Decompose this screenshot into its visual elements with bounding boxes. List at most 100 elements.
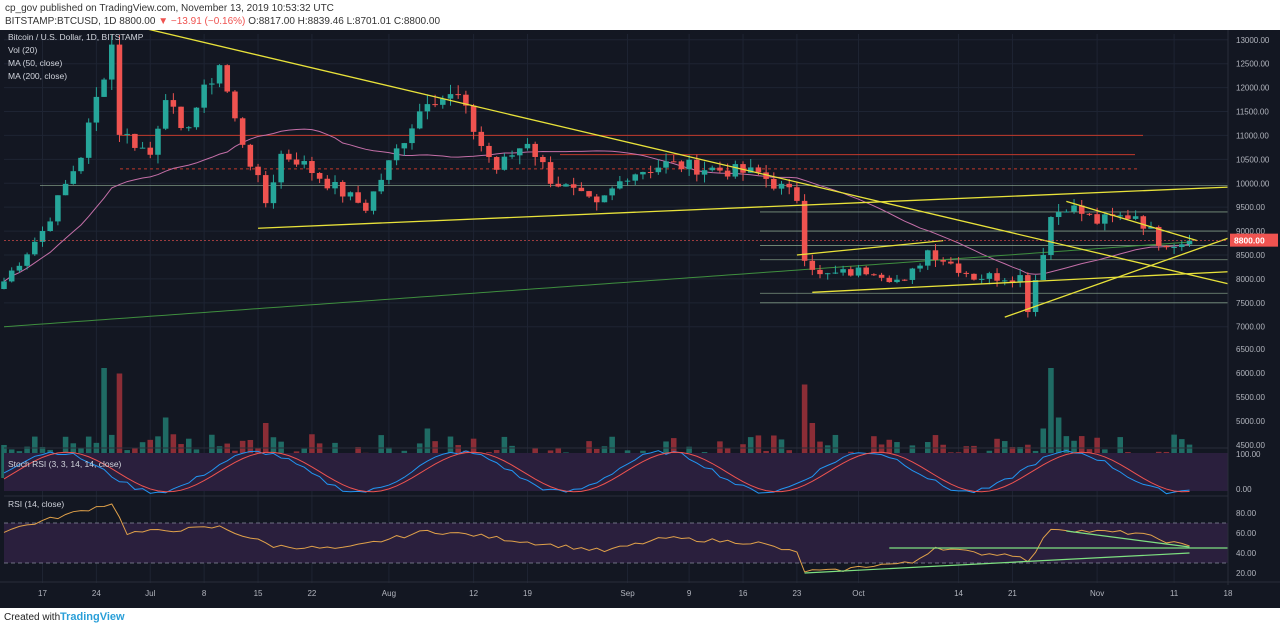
trendline xyxy=(258,186,1229,229)
stoch-rsi-pane xyxy=(3,447,1228,495)
volume-tick-label: 4500.00 xyxy=(1236,441,1265,450)
rsi-trendline xyxy=(804,552,1190,574)
footer: Created with TradingView xyxy=(0,608,1280,629)
candle-body xyxy=(963,272,970,274)
candle-body xyxy=(416,111,423,129)
candle-body xyxy=(755,167,762,173)
candle-body xyxy=(255,166,261,176)
candle-body xyxy=(1163,245,1170,248)
candle-body xyxy=(440,98,446,105)
time-tick-label: 9 xyxy=(687,589,692,598)
candle-body xyxy=(794,187,800,201)
candle-body xyxy=(986,273,993,279)
price-tick-label: 12500.00 xyxy=(1236,60,1270,69)
candle-body xyxy=(732,164,739,177)
candle-body xyxy=(447,94,454,99)
price-tick-label: 12000.00 xyxy=(1236,84,1270,93)
candle-body xyxy=(185,127,192,129)
last-price: 8800.00 xyxy=(119,16,156,27)
candle-body xyxy=(724,170,731,177)
legend-entry: Vol (20) xyxy=(8,45,37,55)
candle-body xyxy=(647,171,654,173)
candle-body xyxy=(894,279,900,283)
candle-body xyxy=(971,273,977,280)
volume-bar xyxy=(262,423,269,478)
candle-body xyxy=(209,83,215,85)
chart-area[interactable]: 13000.00 12500.00 12000.00 11500.00 11000.00… xyxy=(0,20,1280,608)
candle-body xyxy=(1171,246,1177,248)
candle-body xyxy=(948,261,954,264)
time-tick-label: 14 xyxy=(954,589,963,598)
price-tick-label: 7000.00 xyxy=(1236,323,1265,332)
candle-body xyxy=(378,179,384,192)
candle-body xyxy=(1148,226,1154,229)
price-tick-label: 8000.00 xyxy=(1236,275,1265,284)
volume-tick-label: 5000.00 xyxy=(1236,417,1265,426)
candle-body xyxy=(932,250,939,261)
horizontal-levels xyxy=(40,134,1228,304)
candle-body xyxy=(763,172,769,179)
candle-body xyxy=(909,268,916,280)
candle-body xyxy=(16,265,23,271)
candle-body xyxy=(401,143,408,149)
volume-bar xyxy=(101,368,107,478)
tradingview-brand[interactable]: TradingView xyxy=(60,611,125,623)
candle-body xyxy=(509,155,515,157)
candle-body xyxy=(1055,211,1062,218)
candle-body xyxy=(778,183,785,189)
candle-body xyxy=(332,181,338,189)
candle-body xyxy=(686,159,692,170)
candle-body xyxy=(239,118,246,145)
candle-body xyxy=(663,161,669,168)
volume-bar xyxy=(1048,368,1054,478)
price-tick-label: 11000.00 xyxy=(1236,131,1269,140)
ma50-line xyxy=(3,128,1190,282)
candle-body xyxy=(555,183,562,187)
candle-body xyxy=(93,96,100,123)
candle-body xyxy=(1,281,7,290)
rsi-pane xyxy=(3,495,1228,574)
chart-svg[interactable]: 13000.00 12500.00 12000.00 11500.00 11000.00… xyxy=(0,20,1280,608)
volume-tick-label: 5500.00 xyxy=(1236,393,1265,402)
current-price-label: 8800.00 xyxy=(1234,236,1265,246)
candle-body xyxy=(801,200,808,261)
candle-body xyxy=(817,269,823,275)
candle-body xyxy=(1040,255,1047,281)
candle-body xyxy=(655,167,662,173)
candle-body xyxy=(678,161,685,170)
candle-body xyxy=(70,171,77,184)
candle-body xyxy=(493,157,500,170)
candle-body xyxy=(62,183,69,196)
volume-bar xyxy=(809,423,816,478)
candle-body xyxy=(139,147,146,149)
candle-body xyxy=(170,100,177,107)
publish-header: cp_gov published on TradingView.com, Nov… xyxy=(0,0,1280,30)
candle-body xyxy=(193,107,200,128)
candle-body xyxy=(1125,215,1131,219)
time-tick-label: 22 xyxy=(307,589,316,598)
volume-bar xyxy=(116,373,123,478)
candle-body xyxy=(424,104,431,112)
rsi-tick-label: 20.00 xyxy=(1236,569,1257,578)
price-tick-label: 10000.00 xyxy=(1236,179,1270,188)
candle-body xyxy=(640,171,646,175)
rsi-legend: RSI (14, close) xyxy=(8,499,64,509)
trendline xyxy=(1004,237,1229,318)
candle-body xyxy=(470,105,477,132)
candle-body xyxy=(309,161,315,174)
candle-body xyxy=(162,100,169,129)
candle-body xyxy=(101,79,107,97)
time-tick-label: 15 xyxy=(254,589,263,598)
trendlines xyxy=(111,20,1229,318)
candle-body xyxy=(201,84,207,108)
candle-body xyxy=(24,254,30,266)
time-tick-label: 24 xyxy=(92,589,101,598)
candle-body xyxy=(247,144,254,167)
candle-body xyxy=(155,128,161,155)
candle-body xyxy=(432,104,438,106)
candle-body xyxy=(393,148,400,161)
candle-body xyxy=(347,192,354,197)
publisher-line: cp_gov published on TradingView.com, Nov… xyxy=(5,3,334,14)
candle-body xyxy=(55,195,61,222)
candle-body xyxy=(124,133,130,135)
